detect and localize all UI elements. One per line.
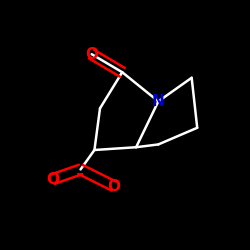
Text: O: O	[46, 172, 59, 187]
Text: O: O	[108, 178, 120, 194]
Text: O: O	[85, 47, 98, 62]
Text: N: N	[152, 94, 165, 109]
